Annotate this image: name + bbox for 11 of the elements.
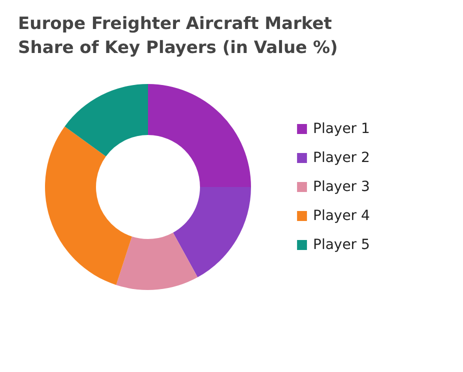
legend-label: Player 2 <box>313 150 370 166</box>
legend-label: Player 4 <box>313 208 370 224</box>
chart-title: Europe Freighter Aircraft Market Share of Key Players (in Value %) <box>18 13 339 60</box>
donut-slice <box>148 84 251 187</box>
legend-label: Player 3 <box>313 179 370 195</box>
donut-slice <box>116 232 198 290</box>
donut-slice <box>173 187 251 278</box>
legend-label: Player 1 <box>313 121 370 137</box>
legend-label: Player 5 <box>313 237 370 253</box>
donut-slice <box>64 84 148 156</box>
donut-slice <box>45 126 132 285</box>
